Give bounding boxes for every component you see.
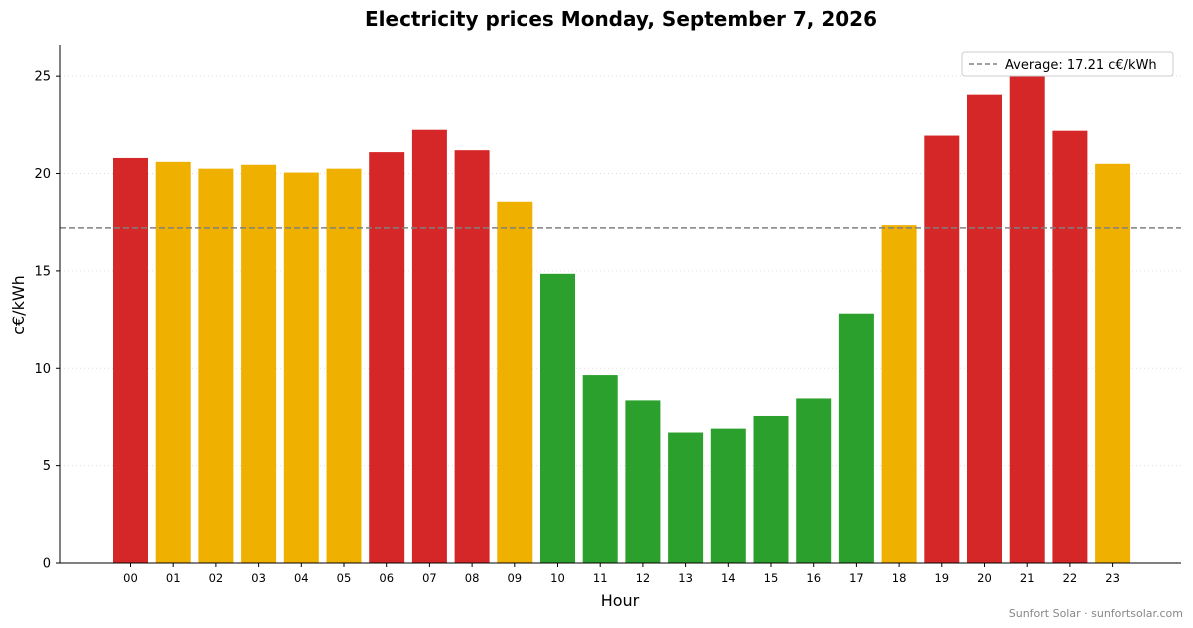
bar-hour-05 <box>326 168 362 563</box>
x-tick-label: 12 <box>636 571 651 585</box>
y-ticks: 0 5 10 15 20 25 <box>34 70 60 572</box>
footer-credit: Sunfort Solar · sunfortsolar.com <box>1009 607 1183 620</box>
bar-hour-22 <box>1052 130 1088 563</box>
x-axis-label: Hour <box>601 591 640 610</box>
axes <box>59 45 1181 564</box>
legend-box <box>961 51 1174 77</box>
x-tick-label: 21 <box>1020 571 1035 585</box>
y-tick-label: 20 <box>34 167 51 182</box>
bar-hour-08 <box>454 150 490 563</box>
x-ticks: 00 01 02 03 04 05 06 07 08 09 10 11 12 13 14 15 16 17 18 19… <box>123 563 1120 585</box>
x-tick-label: 19 <box>934 571 949 585</box>
y-tick-label: 0 <box>43 557 51 572</box>
bar-hour-20 <box>967 94 1002 563</box>
x-tick-label: 23 <box>1105 571 1120 585</box>
x-tick-label: 09 <box>507 571 522 585</box>
bar-hour-19 <box>924 135 960 564</box>
x-tick-label: 10 <box>550 571 565 585</box>
x-tick-label: 17 <box>849 571 864 585</box>
y-tick-label: 15 <box>34 264 51 279</box>
x-tick-label: 22 <box>1063 571 1078 585</box>
bar-hour-10 <box>540 273 575 563</box>
bar-hour-04 <box>283 172 319 564</box>
bar-hour-11 <box>582 375 618 563</box>
x-tick-label: 08 <box>465 571 480 585</box>
legend-average-label: Average: 17.21 c€/kWh <box>1005 58 1157 73</box>
chart-title: Electricity prices Monday, September 7, … <box>365 7 877 31</box>
bar-hour-17 <box>838 313 874 563</box>
bar-hour-13 <box>668 432 704 563</box>
bar-hour-09 <box>497 201 533 563</box>
x-tick-label: 06 <box>379 571 394 585</box>
y-tick-label: 10 <box>34 362 51 377</box>
bar-hour-06 <box>369 152 405 563</box>
y-tick-label: 25 <box>34 70 51 85</box>
bar-hour-21 <box>1009 73 1045 563</box>
x-tick-label: 04 <box>294 571 309 585</box>
bars <box>113 73 1131 564</box>
bar-hour-16 <box>796 398 832 563</box>
x-tick-label: 02 <box>209 571 224 585</box>
x-tick-label: 07 <box>422 571 437 585</box>
bar-hour-00 <box>113 157 148 563</box>
x-tick-label: 05 <box>337 571 352 585</box>
x-tick-label: 03 <box>251 571 266 585</box>
x-tick-label: 18 <box>892 571 907 585</box>
x-tick-label: 16 <box>806 571 821 585</box>
y-tick-label: 5 <box>43 459 51 474</box>
grid-lines <box>60 75 1181 467</box>
x-tick-label: 01 <box>166 571 181 585</box>
x-tick-label: 15 <box>764 571 779 585</box>
x-tick-label: 20 <box>977 571 992 585</box>
y-axis-label: c€/kWh <box>9 275 28 335</box>
bar-hour-14 <box>710 428 746 563</box>
bar-hour-03 <box>241 164 277 563</box>
bar-hour-02 <box>198 168 234 563</box>
bar-hour-07 <box>411 129 447 564</box>
bar-hour-15 <box>753 415 789 563</box>
legend: Average: 17.21 c€/kWh <box>961 51 1174 77</box>
x-tick-label: 00 <box>123 571 138 585</box>
bar-hour-01 <box>155 161 191 563</box>
x-tick-label: 11 <box>593 571 608 585</box>
x-tick-label: 14 <box>721 571 736 585</box>
x-tick-label: 13 <box>678 571 693 585</box>
bar-hour-23 <box>1095 163 1131 563</box>
bar-hour-18 <box>881 225 917 563</box>
bar-hour-12 <box>625 400 661 563</box>
